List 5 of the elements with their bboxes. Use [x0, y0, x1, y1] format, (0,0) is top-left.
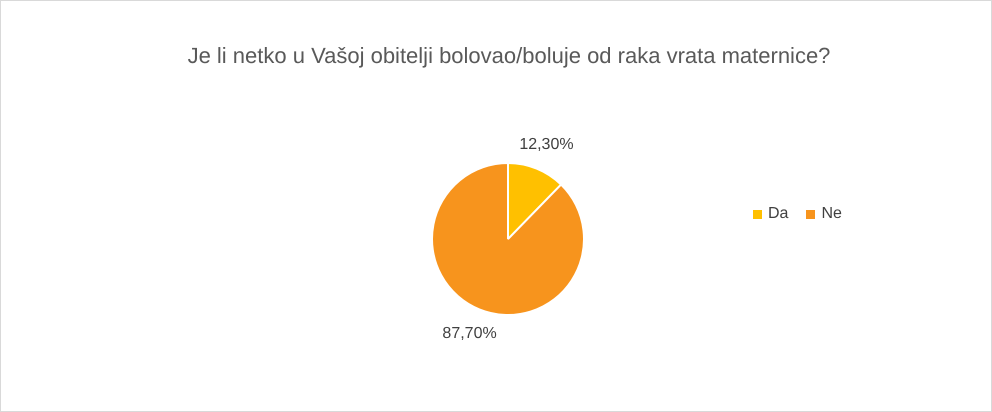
chart-title: Je li netko u Vašoj obitelji bolovao/boluje od raka vrata maternice? [186, 42, 832, 70]
legend-label: Ne [821, 205, 842, 223]
data-label: 87,70% [442, 324, 497, 342]
legend-label: Da [768, 205, 788, 223]
data-label: 12,30% [519, 136, 574, 153]
